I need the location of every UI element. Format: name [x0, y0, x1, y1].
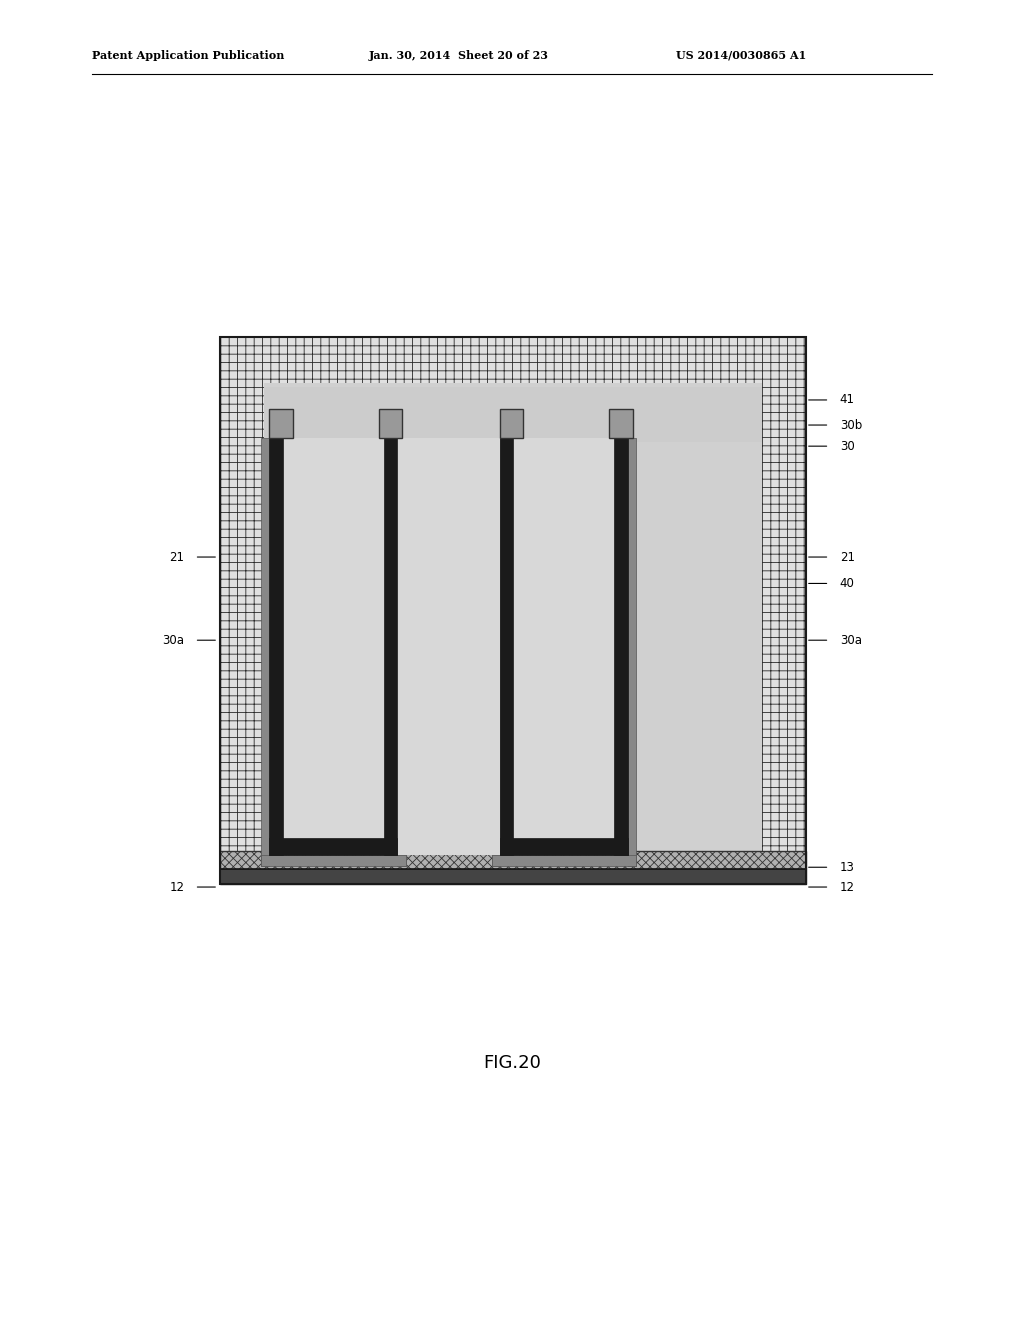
Bar — [492, 438, 500, 866]
Bar — [264, 387, 762, 442]
Text: 12: 12 — [169, 880, 184, 894]
Bar — [220, 337, 806, 884]
Text: 12: 12 — [840, 880, 855, 894]
Text: 30b: 30b — [840, 418, 862, 432]
Text: 21: 21 — [169, 550, 184, 564]
Bar — [513, 438, 614, 838]
Text: Patent Application Publication: Patent Application Publication — [92, 50, 285, 61]
Bar — [220, 869, 806, 884]
Text: Jan. 30, 2014  Sheet 20 of 23: Jan. 30, 2014 Sheet 20 of 23 — [369, 50, 549, 61]
Text: 41: 41 — [840, 393, 855, 407]
Bar — [609, 409, 633, 438]
Text: 30a: 30a — [163, 634, 184, 647]
Text: 30a: 30a — [840, 634, 861, 647]
Bar — [500, 838, 628, 855]
Bar — [397, 438, 500, 855]
Bar — [500, 409, 523, 438]
Bar — [220, 851, 806, 884]
Bar — [261, 855, 406, 866]
Bar — [261, 438, 269, 866]
Bar — [269, 838, 397, 855]
Bar — [492, 855, 636, 866]
Text: 21: 21 — [840, 550, 855, 564]
Bar — [500, 438, 513, 855]
Bar — [269, 438, 283, 855]
Bar — [283, 438, 384, 838]
Bar — [614, 438, 628, 855]
Bar — [628, 438, 636, 866]
Text: 13: 13 — [840, 861, 855, 874]
Text: 40: 40 — [840, 577, 855, 590]
Bar — [269, 409, 293, 438]
Text: FIG.20: FIG.20 — [483, 1053, 541, 1072]
Bar — [384, 438, 397, 855]
Bar — [379, 409, 402, 438]
Bar — [397, 438, 406, 866]
Text: 30: 30 — [840, 440, 854, 453]
Text: US 2014/0030865 A1: US 2014/0030865 A1 — [676, 50, 806, 61]
Bar — [264, 383, 762, 884]
Bar — [220, 337, 806, 884]
